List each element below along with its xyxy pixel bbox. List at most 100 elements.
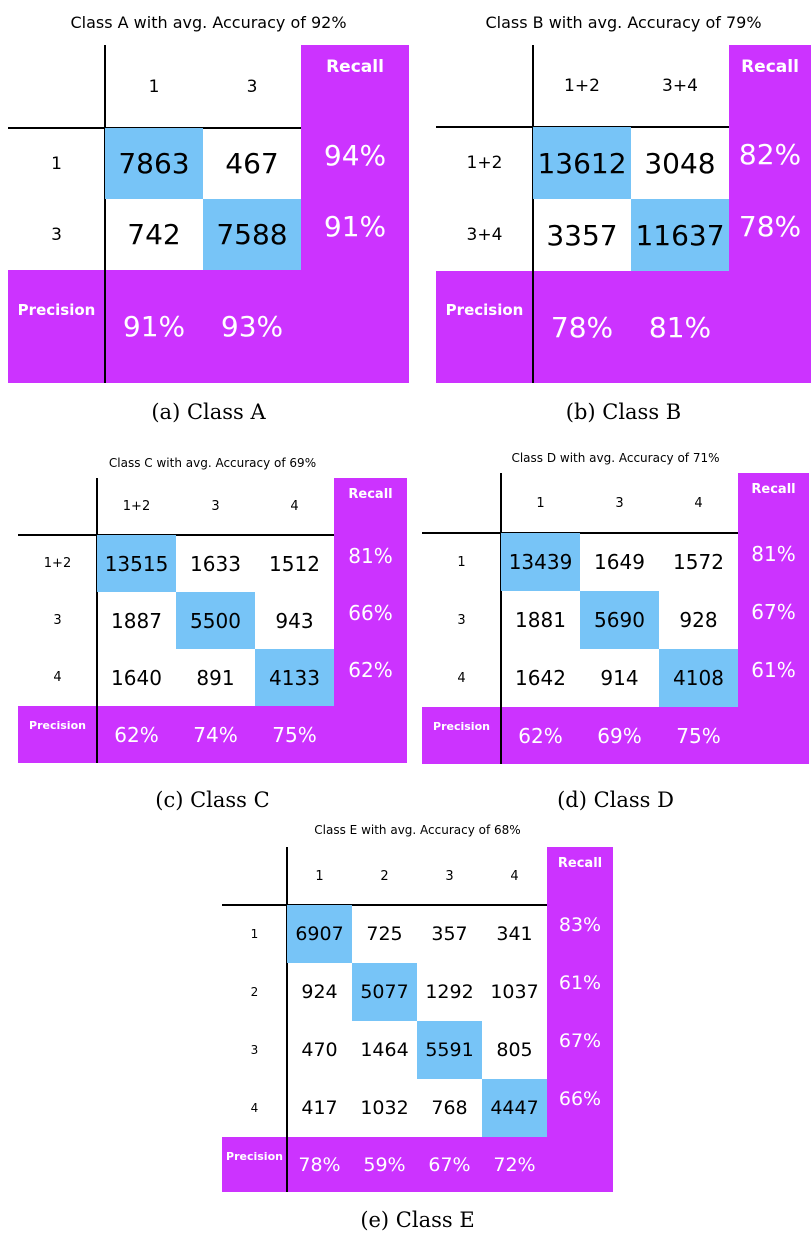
column-header: 4 [290, 499, 299, 514]
matrix-cell: 5591 [417, 1021, 482, 1079]
label-line [286, 847, 288, 1192]
matrix-cell: 1032 [360, 1097, 409, 1119]
precision-label: Precision [226, 1149, 283, 1163]
recall-value: 82% [738, 137, 802, 171]
matrix-cell: 13515 [97, 535, 176, 592]
row-label: 1+2 [43, 556, 72, 571]
header-line [422, 532, 738, 534]
recall-header: Recall [348, 486, 393, 502]
recall-value: 94% [323, 138, 387, 172]
column-header: 3 [615, 495, 624, 511]
recall-header: Recall [557, 855, 603, 871]
row-label: 1 [51, 153, 62, 174]
matrix-cell: 4108 [659, 649, 738, 707]
precision-row [422, 707, 809, 764]
row-label: 3+4 [466, 225, 503, 245]
row-label: 1 [250, 927, 259, 941]
panel-caption: (a) Class A [151, 400, 266, 424]
precision-value: 75% [676, 723, 721, 748]
column-header: 3+4 [662, 76, 698, 96]
recall-column [301, 45, 409, 270]
column-header: 1 [315, 868, 324, 884]
matrix-cell: 924 [301, 981, 338, 1003]
column-header: 1 [148, 76, 160, 97]
matrix-cell: 1633 [190, 551, 241, 576]
matrix-cell: 928 [679, 608, 718, 632]
row-label: 1 [457, 554, 466, 570]
precision-label: Precision [433, 720, 490, 734]
column-header: 3 [246, 76, 258, 97]
header-line [222, 904, 547, 906]
matrix-cell: 467 [225, 147, 279, 180]
column-header: 4 [694, 495, 703, 511]
matrix-cell: 1572 [673, 550, 724, 574]
matrix-cell: 470 [301, 1039, 338, 1061]
column-header: 1+2 [122, 499, 151, 514]
matrix-cell: 1292 [425, 981, 474, 1003]
matrix-cell: 742 [127, 218, 181, 251]
matrix-cell: 4133 [255, 649, 334, 706]
recall-value: 91% [323, 209, 387, 243]
recall-value: 66% [558, 1087, 602, 1110]
panel-title: Class E with avg. Accuracy of 68% [314, 823, 521, 837]
row-label: 4 [250, 1101, 259, 1115]
recall-header: Recall [741, 57, 799, 78]
matrix-cell: 7863 [105, 128, 203, 199]
matrix-cell: 7588 [203, 199, 301, 270]
matrix-cell: 5500 [176, 592, 255, 649]
precision-row [436, 271, 811, 383]
matrix-cell: 13439 [501, 533, 580, 591]
precision-label: Precision [29, 719, 86, 733]
matrix-cell: 357 [431, 923, 468, 945]
matrix-cell: 3048 [644, 146, 716, 180]
recall-value: 61% [558, 971, 602, 994]
column-header: 3 [445, 868, 454, 884]
precision-value: 59% [363, 1153, 406, 1176]
precision-row [18, 706, 407, 763]
header-line [18, 534, 334, 536]
recall-column [547, 847, 613, 1137]
precision-value: 75% [272, 722, 317, 747]
recall-value: 67% [558, 1029, 602, 1052]
matrix-cell: 891 [196, 665, 235, 690]
precision-value: 62% [518, 723, 563, 748]
precision-value: 78% [550, 310, 614, 344]
column-header: 2 [380, 868, 389, 884]
recall-value: 61% [751, 657, 796, 682]
matrix-cell: 6907 [287, 905, 352, 963]
panel-caption: (d) Class D [557, 788, 674, 812]
precision-value: 62% [114, 722, 159, 747]
recall-value: 81% [348, 543, 393, 568]
matrix-cell: 3357 [546, 218, 618, 252]
matrix-cell: 768 [431, 1097, 468, 1119]
row-label: 3 [250, 1043, 259, 1057]
precision-value: 69% [597, 723, 642, 748]
row-label: 3 [53, 613, 62, 628]
panel-title: Class B with avg. Accuracy of 79% [485, 12, 762, 32]
label-line [96, 478, 98, 763]
matrix-cell: 943 [275, 608, 314, 633]
precision-value: 67% [428, 1153, 471, 1176]
precision-label: Precision [445, 301, 524, 320]
precision-value: 72% [493, 1153, 536, 1176]
recall-value: 62% [348, 657, 393, 682]
matrix-cell: 1881 [515, 608, 566, 632]
matrix-cell: 805 [496, 1039, 533, 1061]
matrix-cell: 1512 [269, 551, 320, 576]
matrix-cell: 1649 [594, 550, 645, 574]
precision-row [8, 270, 409, 383]
recall-header: Recall [751, 482, 796, 497]
matrix-cell: 1037 [490, 981, 539, 1003]
matrix-cell: 5690 [580, 591, 659, 649]
row-label: 3 [457, 612, 466, 628]
precision-value: 91% [122, 310, 186, 343]
column-header: 1+2 [564, 76, 600, 96]
label-line [104, 45, 106, 383]
matrix-cell: 1640 [111, 665, 162, 690]
recall-value: 66% [348, 600, 393, 625]
row-label: 3 [51, 224, 62, 245]
row-label: 2 [250, 985, 259, 999]
panel-caption: (b) Class B [565, 400, 682, 424]
panel-title: Class D with avg. Accuracy of 71% [511, 451, 720, 465]
